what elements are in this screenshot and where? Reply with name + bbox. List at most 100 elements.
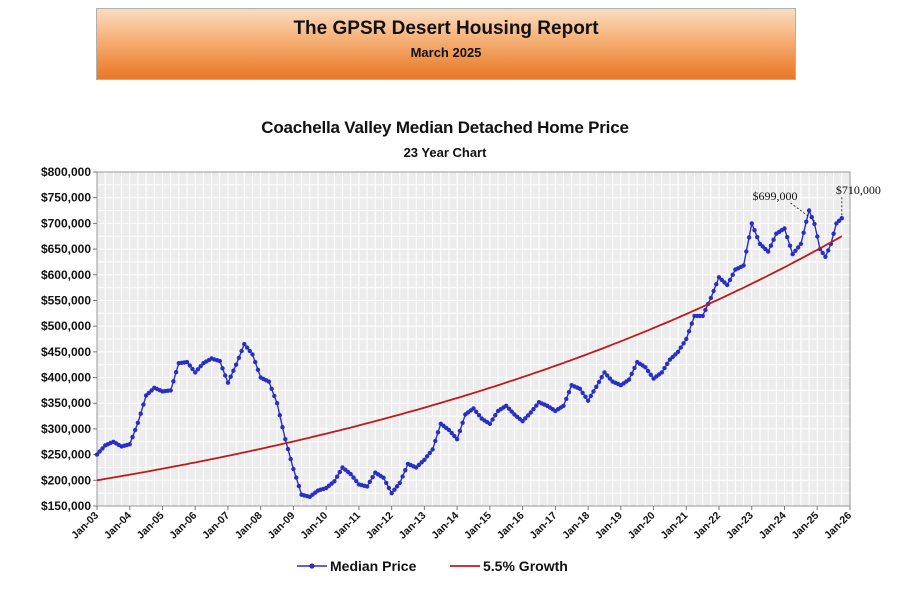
y-tick-label: $800,000 [41, 165, 91, 179]
median-price-point [384, 480, 389, 486]
median-price-point [746, 235, 752, 240]
median-price-point [815, 234, 820, 239]
median-price-point [504, 403, 509, 408]
x-tick-label: Jan-11 [331, 510, 363, 542]
median-price-point [195, 367, 201, 372]
median-price-point [190, 366, 195, 372]
median-price-point [435, 430, 441, 435]
median-price-point [141, 402, 146, 407]
median-price-point [686, 329, 692, 334]
median-price-point [534, 403, 539, 408]
median-price-point [487, 421, 493, 426]
y-tick-label: $250,000 [41, 448, 91, 462]
median-price-point [826, 248, 831, 253]
median-price-point [806, 208, 812, 213]
median-price-point [714, 282, 719, 287]
median-price-point [351, 475, 356, 480]
median-price-point [531, 406, 536, 412]
median-price-point [424, 454, 430, 459]
chart-title: Coachella Valley Median Detached Home Pr… [261, 118, 629, 137]
report-title: The GPSR Desert Housing Report [293, 18, 599, 39]
x-tick-label: Jan-17 [527, 510, 559, 542]
median-price-point [782, 226, 787, 231]
x-tick-label: Jan-08 [233, 510, 265, 542]
median-price-point [645, 368, 651, 374]
median-price-point [291, 466, 296, 472]
median-price-point [285, 446, 291, 452]
median-price-point [476, 413, 482, 418]
median-price-point [127, 442, 132, 447]
median-price-point [787, 243, 793, 248]
median-price-point [665, 361, 670, 366]
median-price-point [269, 386, 274, 391]
median-price-point [725, 282, 730, 288]
median-price-point [523, 416, 528, 421]
x-tick-label: Jan-26 [822, 510, 854, 542]
median-price-point [449, 430, 454, 436]
legend-item-median-price: Median Price [297, 558, 417, 574]
plot-border [96, 171, 851, 507]
median-price-point [266, 379, 272, 384]
x-tick-label: Jan-24 [757, 510, 789, 542]
median-price-point [217, 358, 222, 364]
median-price-point [493, 413, 498, 418]
y-tick-label: $350,000 [41, 396, 91, 410]
x-tick-label: Jan-21 [658, 510, 690, 542]
median-price-point [400, 474, 405, 479]
median-price-point [509, 409, 514, 414]
median-price-point [146, 390, 151, 396]
median-price-point [392, 487, 397, 492]
median-price-point [744, 249, 749, 254]
report-subtitle: March 2025 [410, 45, 482, 60]
median-price-point [755, 234, 760, 240]
median-price-point [283, 437, 288, 442]
median-price-point [768, 243, 774, 248]
median-price-point [596, 379, 602, 385]
legend-label: Median Price [330, 558, 417, 574]
median-price-point [348, 471, 353, 477]
median-price-point [370, 475, 375, 480]
median-price-point [643, 365, 648, 370]
median-price-point [225, 380, 231, 385]
median-price-point [288, 456, 293, 462]
x-tick-label: Jan-06 [167, 510, 199, 542]
x-tick-label: Jan-13 [396, 510, 428, 542]
median-price-point [247, 348, 252, 354]
median-price-point [280, 425, 285, 430]
median-price-point [100, 446, 105, 451]
median-price-point [585, 398, 591, 403]
median-price-point [727, 277, 733, 283]
annotation-label: $699,000 [753, 189, 798, 203]
median-price-point [239, 348, 244, 354]
median-price-point [94, 452, 100, 457]
median-price-point [242, 341, 247, 347]
median-price-point [798, 241, 804, 247]
median-price-point [577, 386, 583, 391]
x-tick-label: Jan-09 [266, 510, 298, 542]
x-tick-label: Jan-14 [429, 510, 461, 542]
x-tick-label: Jan-05 [135, 510, 167, 542]
y-tick-label: $650,000 [41, 242, 91, 256]
median-price-point [749, 221, 754, 226]
median-price-point [296, 483, 302, 489]
median-price-point [403, 468, 408, 473]
median-price-point [588, 393, 593, 399]
median-price-point [187, 363, 192, 368]
x-tick-label: Jan-04 [102, 510, 134, 542]
median-price-point [632, 365, 637, 371]
median-price-point [520, 419, 525, 424]
y-tick-label: $550,000 [41, 293, 91, 307]
median-price-point [274, 401, 280, 406]
median-price-point [793, 248, 798, 253]
median-price-point [564, 396, 569, 402]
median-price-point [138, 411, 143, 416]
median-price-point [168, 388, 173, 393]
median-price-point [130, 434, 135, 440]
median-price-point [474, 409, 479, 414]
x-tick-label: Jan-22 [691, 510, 723, 542]
median-price-point [785, 234, 790, 240]
median-price-point [386, 485, 392, 491]
annotation-leader [790, 202, 815, 222]
median-price-point [525, 413, 531, 418]
